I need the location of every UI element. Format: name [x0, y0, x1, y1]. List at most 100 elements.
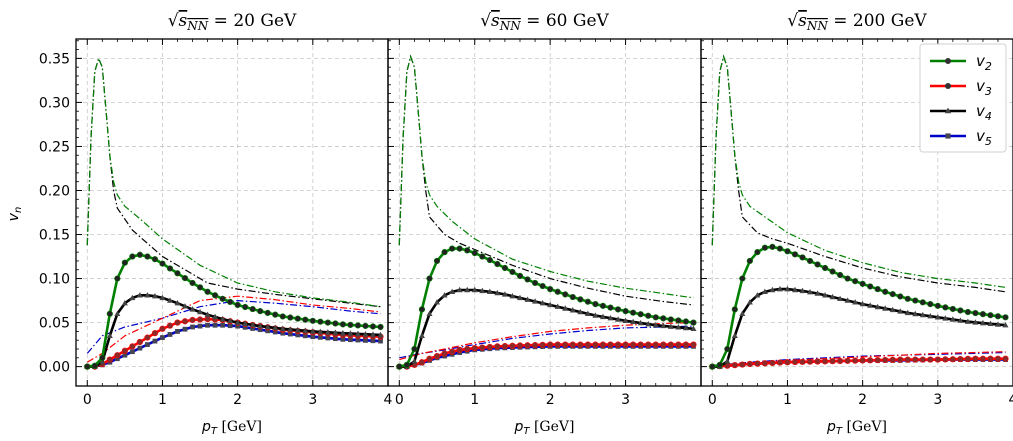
marker-v2 — [411, 345, 418, 353]
marker-v2 — [709, 363, 716, 370]
marker-v2 — [84, 363, 91, 370]
legend-label-sub: 3 — [985, 85, 992, 98]
marker-v3 — [844, 357, 851, 364]
marker-v4 — [739, 310, 746, 316]
hydro-curve-v5 — [712, 351, 1006, 367]
marker-v4 — [182, 303, 189, 309]
legend-label-var: v — [976, 102, 986, 120]
x-tick-label: 1 — [470, 392, 479, 408]
marker-v3 — [882, 356, 889, 364]
marker-v2 — [776, 245, 784, 252]
marker-v3 — [614, 341, 622, 348]
marker-v4 — [934, 314, 941, 320]
marker-v4 — [204, 311, 211, 317]
marker-v2 — [418, 306, 426, 313]
marker-v4 — [852, 299, 859, 305]
y-tick-label: 0.20 — [39, 183, 70, 199]
marker-v4 — [814, 290, 821, 296]
marker-v3 — [987, 355, 994, 362]
marker-v2 — [912, 297, 919, 304]
marker-v3 — [426, 355, 433, 362]
marker-v4 — [630, 318, 637, 325]
marker-v4 — [449, 288, 456, 294]
marker-v3 — [852, 357, 859, 364]
marker-v4 — [584, 310, 591, 316]
marker-v4 — [539, 300, 546, 306]
marker-v2 — [257, 308, 264, 315]
curves — [396, 54, 697, 370]
marker-v3 — [660, 341, 667, 348]
marker-v2 — [227, 298, 234, 305]
marker-v5 — [287, 331, 293, 337]
marker-v3 — [1002, 355, 1009, 362]
marker-v2 — [972, 309, 979, 317]
marker-v5 — [317, 334, 323, 340]
marker-v2 — [806, 257, 814, 265]
marker-v3 — [592, 341, 599, 348]
marker-v4 — [592, 312, 599, 318]
marker-v3 — [456, 346, 463, 353]
marker-v2 — [309, 317, 316, 324]
marker-v2 — [501, 264, 509, 272]
marker-v3 — [479, 344, 486, 351]
marker-v3 — [106, 356, 113, 363]
marker-v3 — [562, 341, 569, 348]
marker-v2 — [471, 249, 478, 257]
marker-v3 — [494, 343, 501, 350]
marker-v2 — [814, 261, 821, 268]
marker-v4 — [682, 324, 689, 331]
legend-label-var: v — [976, 77, 986, 95]
xlabel-unit: [GeV] — [530, 419, 575, 435]
marker-v2 — [516, 272, 524, 280]
marker-v2 — [159, 260, 166, 267]
marker-v5 — [129, 349, 135, 355]
marker-v4 — [554, 303, 561, 309]
marker-v2 — [181, 275, 189, 282]
marker-v4 — [904, 309, 911, 316]
marker-v3 — [516, 342, 524, 349]
marker-v4 — [144, 292, 151, 298]
marker-v4 — [964, 318, 971, 324]
hydro-curve-v4 — [711, 54, 1006, 293]
xlabel-unit: [GeV] — [842, 419, 887, 435]
marker-v3 — [599, 341, 607, 348]
x-axis-label: pT [GeV] — [826, 419, 887, 437]
marker-v2 — [652, 314, 659, 321]
marker-v4 — [874, 303, 881, 310]
marker-v2 — [614, 306, 622, 313]
marker-v2 — [904, 295, 911, 302]
panel-title: √sNN = 20 GeV — [168, 11, 297, 33]
marker-v3 — [919, 356, 926, 363]
marker-v4 — [332, 329, 339, 335]
xlabel-sub: T — [523, 426, 530, 437]
marker-v2 — [99, 354, 106, 361]
legend-label-v4: v4 — [976, 102, 992, 123]
marker-v4 — [615, 316, 622, 322]
marker-v4 — [264, 323, 271, 330]
marker-v3 — [904, 356, 911, 363]
marker-v2 — [369, 323, 377, 330]
panel-title: √sNN = 60 GeV — [480, 11, 609, 33]
marker-v2 — [509, 268, 516, 276]
marker-v2 — [494, 260, 501, 268]
marker-v2 — [377, 323, 384, 331]
marker-v4 — [799, 287, 806, 294]
x-tick-label: 0 — [708, 392, 717, 408]
marker-v3 — [814, 358, 821, 365]
x-axis-label: pT [GeV] — [514, 419, 575, 437]
marker-v2 — [114, 275, 121, 282]
marker-v4 — [279, 325, 286, 331]
marker-v5 — [152, 338, 158, 344]
marker-v2 — [630, 309, 637, 316]
x-tick-label: 3 — [621, 392, 630, 408]
marker-v5 — [227, 323, 233, 329]
marker-v2 — [829, 268, 836, 275]
panel-frame — [700, 38, 1013, 387]
marker-v3 — [806, 358, 814, 365]
xlabel-unit: [GeV] — [217, 419, 262, 435]
marker-v2 — [486, 256, 493, 264]
marker-v4 — [129, 294, 136, 301]
panel-3: 0 1 2 3 4 √sNN = 200 GeV pT [GeV] — [700, 11, 1013, 437]
marker-v3 — [418, 359, 426, 366]
